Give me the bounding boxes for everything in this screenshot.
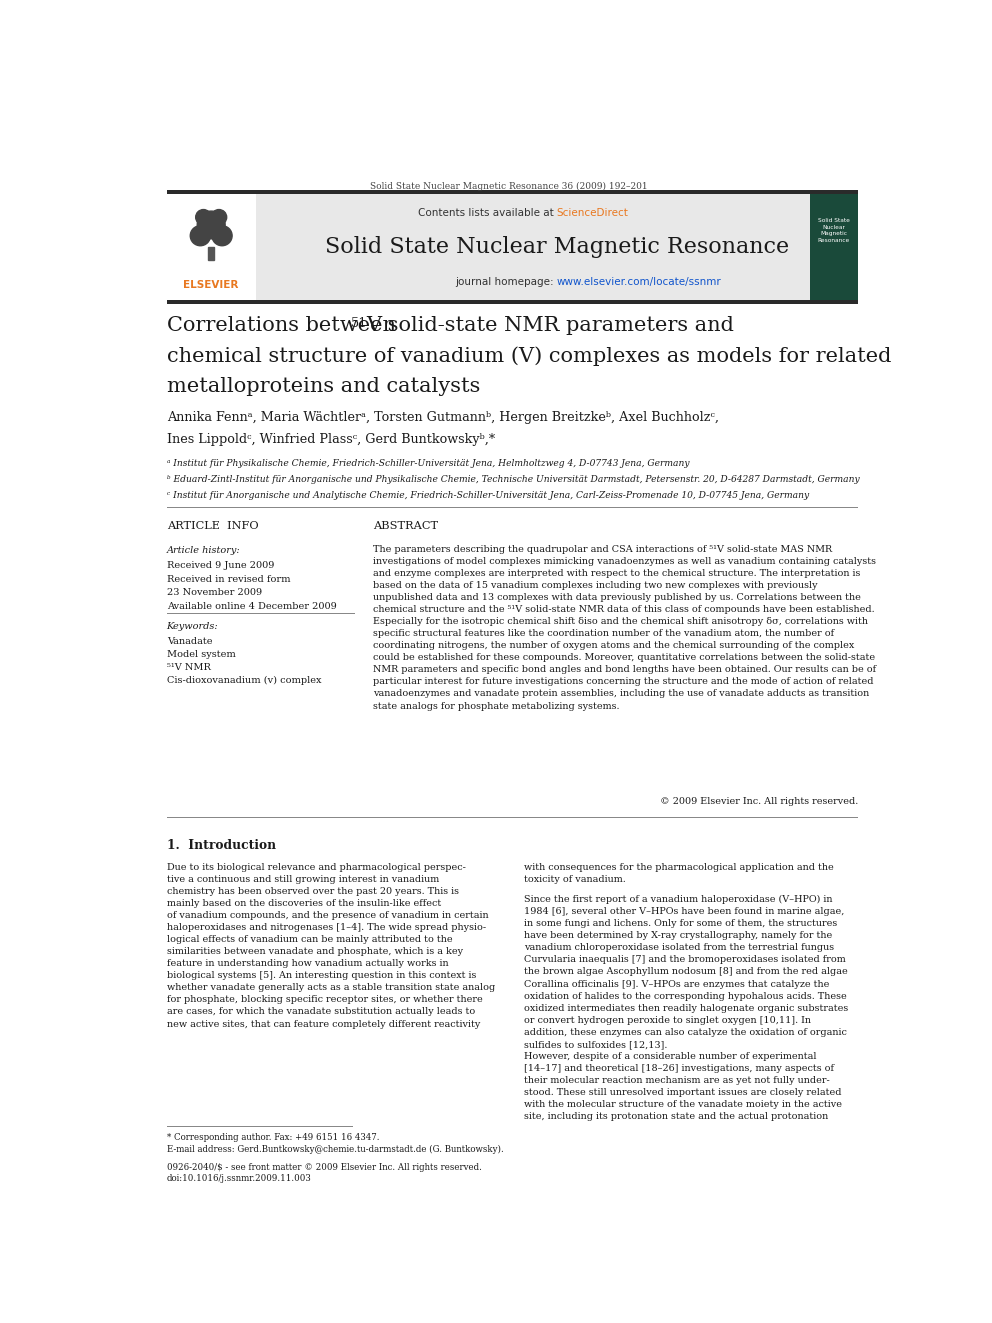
- Text: E-mail address: Gerd.Buntkowsky@chemie.tu-darmstadt.de (G. Buntkowsky).: E-mail address: Gerd.Buntkowsky@chemie.t…: [167, 1146, 503, 1154]
- Text: Received in revised form: Received in revised form: [167, 574, 290, 583]
- Bar: [167, 194, 858, 300]
- Polygon shape: [208, 246, 214, 261]
- Text: ᶜ Institut für Anorganische und Analytische Chemie, Friedrich-Schiller-Universit: ᶜ Institut für Anorganische und Analytis…: [167, 491, 808, 500]
- Text: ScienceDirect: ScienceDirect: [557, 208, 629, 218]
- Text: journal homepage:: journal homepage:: [455, 278, 557, 287]
- Text: © 2009 Elsevier Inc. All rights reserved.: © 2009 Elsevier Inc. All rights reserved…: [660, 796, 858, 806]
- Text: Correlations between: Correlations between: [167, 316, 402, 335]
- Bar: [809, 194, 858, 300]
- Text: Solid State Nuclear Magnetic Resonance: Solid State Nuclear Magnetic Resonance: [324, 237, 789, 258]
- Text: ELSEVIER: ELSEVIER: [184, 280, 239, 291]
- Text: chemical structure of vanadium (V) complexes as models for related: chemical structure of vanadium (V) compl…: [167, 347, 891, 366]
- Text: ABSTRACT: ABSTRACT: [373, 521, 438, 532]
- Text: Article history:: Article history:: [167, 546, 240, 556]
- Text: Keywords:: Keywords:: [167, 622, 218, 631]
- Text: ᵇ Eduard-Zintl-Institut für Anorganische und Physikalische Chemie, Technische Un: ᵇ Eduard-Zintl-Institut für Anorganische…: [167, 475, 859, 484]
- Circle shape: [190, 226, 210, 246]
- Bar: [167, 194, 256, 300]
- Text: ARTICLE  INFO: ARTICLE INFO: [167, 521, 258, 532]
- Bar: [167, 191, 858, 194]
- Circle shape: [197, 212, 225, 239]
- Text: Solid State Nuclear Magnetic Resonance 36 (2009) 192–201: Solid State Nuclear Magnetic Resonance 3…: [370, 181, 647, 191]
- Text: Contents lists available at: Contents lists available at: [418, 208, 557, 218]
- Text: Due to its biological relevance and pharmacological perspec-
tive a continuous a: Due to its biological relevance and phar…: [167, 863, 495, 1028]
- Text: Cis-dioxovanadium (v) complex: Cis-dioxovanadium (v) complex: [167, 676, 321, 685]
- Text: Model system: Model system: [167, 650, 235, 659]
- Text: Vanadate: Vanadate: [167, 636, 212, 646]
- Text: Ines Lippoldᶜ, Winfried Plassᶜ, Gerd Buntkowskyᵇ,*: Ines Lippoldᶜ, Winfried Plassᶜ, Gerd Bun…: [167, 433, 495, 446]
- Text: 1.  Introduction: 1. Introduction: [167, 839, 276, 852]
- Text: ⁵¹V NMR: ⁵¹V NMR: [167, 663, 210, 672]
- Text: Since the first report of a vanadium haloperoxidase (V–HPO) in
1984 [6], several: Since the first report of a vanadium hal…: [524, 894, 848, 1049]
- Text: The parameters describing the quadrupolar and CSA interactions of ⁵¹V solid-stat: The parameters describing the quadrupola…: [373, 545, 876, 710]
- Text: ᵃ Institut für Physikalische Chemie, Friedrich-Schiller-Universität Jena, Helmho: ᵃ Institut für Physikalische Chemie, Fri…: [167, 459, 689, 468]
- Text: www.elsevier.com/locate/ssnmr: www.elsevier.com/locate/ssnmr: [557, 278, 721, 287]
- Circle shape: [212, 226, 232, 246]
- Text: 0926-2040/$ - see front matter © 2009 Elsevier Inc. All rights reserved.: 0926-2040/$ - see front matter © 2009 El…: [167, 1163, 481, 1172]
- Bar: [167, 300, 858, 304]
- Text: * Corresponding author. Fax: +49 6151 16 4347.: * Corresponding author. Fax: +49 6151 16…: [167, 1132, 379, 1142]
- Text: metalloproteins and catalysts: metalloproteins and catalysts: [167, 377, 480, 397]
- Text: However, despite of a considerable number of experimental
[14–17] and theoretica: However, despite of a considerable numbe…: [524, 1052, 842, 1122]
- Text: Annika Fennᵃ, Maria Wächtlerᵃ, Torsten Gutmannᵇ, Hergen Breitzkeᵇ, Axel Buchholz: Annika Fennᵃ, Maria Wächtlerᵃ, Torsten G…: [167, 411, 718, 425]
- Text: Received 9 June 2009: Received 9 June 2009: [167, 561, 274, 570]
- Text: V solid-state NMR parameters and: V solid-state NMR parameters and: [367, 316, 734, 335]
- Circle shape: [211, 209, 227, 225]
- Text: Available online 4 December 2009: Available online 4 December 2009: [167, 602, 336, 610]
- Text: Solid State
Nuclear
Magnetic
Resonance: Solid State Nuclear Magnetic Resonance: [817, 218, 850, 242]
- Text: 51: 51: [351, 318, 368, 331]
- Text: 23 November 2009: 23 November 2009: [167, 587, 262, 597]
- Text: doi:10.1016/j.ssnmr.2009.11.003: doi:10.1016/j.ssnmr.2009.11.003: [167, 1174, 311, 1183]
- Text: with consequences for the pharmacological application and the
toxicity of vanadi: with consequences for the pharmacologica…: [524, 863, 833, 884]
- Circle shape: [195, 209, 211, 225]
